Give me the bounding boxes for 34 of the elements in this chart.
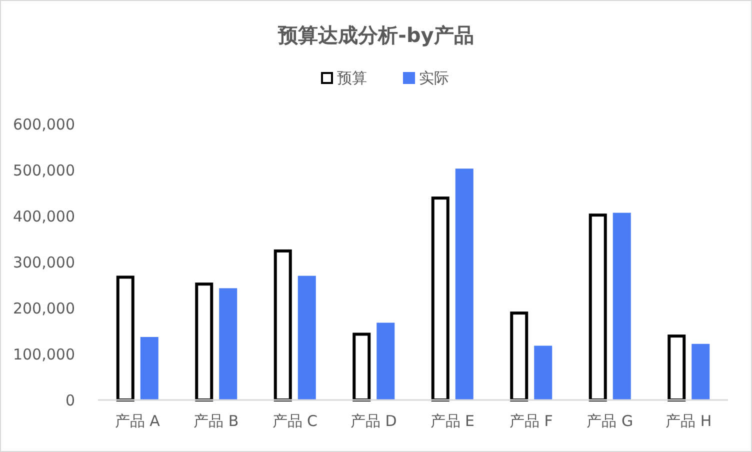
y-tick-label: 400,000 [12, 207, 75, 226]
bar [588, 214, 607, 402]
x-tick-label: 产品 B [194, 412, 239, 430]
bar [352, 332, 371, 402]
x-tick-label: 产品 H [666, 412, 712, 430]
bar [668, 334, 686, 402]
chart-title: 预算达成分析-by产品 [277, 23, 474, 47]
x-tick-label: 产品 A [114, 412, 161, 430]
x-tick-label: 产品 D [350, 412, 397, 430]
bar [431, 196, 450, 402]
y-tick-label: 200,000 [12, 299, 75, 318]
y-tick-label: 600,000 [12, 115, 75, 134]
x-tick-label: 产品 G [586, 412, 634, 430]
x-tick-label: 产品 E [430, 412, 474, 430]
bar [376, 322, 395, 400]
bar [116, 276, 134, 402]
bar [692, 344, 710, 400]
y-tick-label: 300,000 [12, 253, 75, 272]
bar [298, 276, 316, 400]
bar [455, 168, 474, 400]
x-tick-label: 产品 C [272, 412, 318, 430]
y-tick-label: 100,000 [12, 345, 75, 364]
bar [274, 249, 292, 402]
bar [534, 346, 552, 400]
y-tick-label: 500,000 [12, 161, 75, 180]
y-tick-label: 0 [65, 391, 75, 410]
bar [612, 212, 631, 400]
bar [219, 288, 238, 400]
bar [140, 336, 158, 400]
legend-label: 预算 [337, 69, 367, 87]
x-tick-label: 产品 F [509, 412, 553, 430]
bar [510, 312, 528, 402]
legend-label: 实际 [419, 69, 449, 87]
bar [195, 282, 214, 402]
